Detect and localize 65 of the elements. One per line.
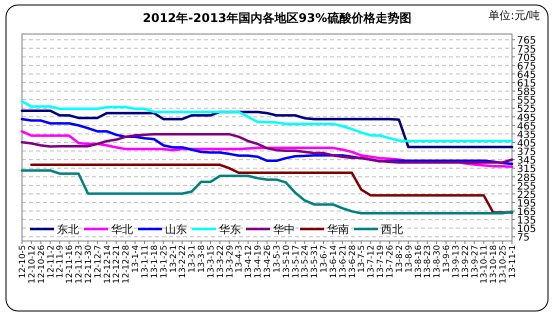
x-tick-label: 13-2-1	[168, 245, 179, 273]
x-tick-label: 13-7-26	[386, 245, 396, 278]
x-tick-label: 13-9-6	[442, 245, 452, 273]
x-tick-label: 12-11-9	[56, 245, 66, 278]
x-tick-label: 13-7-5	[357, 245, 368, 273]
x-tick-label: 12-12-28	[122, 245, 132, 284]
x-tick-label: 12-10-26	[36, 245, 47, 284]
x-tick-label: 13-6-28	[348, 245, 358, 278]
line-series	[20, 100, 514, 142]
legend-label: 华北	[111, 223, 133, 236]
x-tick-label: 12-11-30	[84, 245, 94, 284]
x-tick-label: 13-4-12	[244, 245, 254, 278]
x-tick-label: 13-2-22	[178, 245, 188, 278]
x-tick-label: 12-11-2	[46, 245, 56, 278]
x-tick-label: 12-12-7	[93, 245, 104, 278]
legend-label: 华南	[327, 223, 349, 236]
line-series	[20, 110, 514, 148]
x-tick-label: 13-5-10	[282, 245, 292, 278]
x-tick-label: 12-12-14	[102, 245, 113, 284]
x-tick-label: 13-8-23	[423, 245, 434, 278]
x-tick-label: 13-9-22	[460, 245, 471, 278]
x-tick-label: 13-3-15	[206, 245, 216, 278]
legend-label: 华东	[219, 223, 241, 236]
x-tick-label: 13-10-25	[498, 245, 509, 284]
x-tick-label: 13-4-26	[263, 245, 273, 278]
x-tick-label: 13-7-12	[366, 245, 377, 278]
x-tick-label: 13-1-4	[131, 245, 142, 273]
x-tick-label: 13-5-17	[291, 245, 302, 278]
x-tick-label: 13-5-24	[300, 245, 311, 278]
x-tick-label: 12-10-5	[18, 245, 28, 278]
legend-label: 东北	[57, 223, 79, 236]
x-tick-label: 13-3-22	[216, 245, 226, 278]
chart-title: 2012年-2013年国内各地区93%硫酸价格走势图	[142, 11, 412, 25]
x-tick-label: 13-6-14	[328, 245, 339, 278]
legend-label: 西北	[381, 223, 403, 236]
x-tick-label: 13-4-3	[234, 245, 245, 273]
text: 单位:元/吨	[488, 9, 540, 22]
x-tick-label: 13-5-31	[310, 245, 320, 278]
x-tick-label: 13-10-11	[480, 245, 490, 284]
x-tick-label: 13-1-18	[150, 245, 160, 278]
x-tick-label: 13-1-11	[140, 245, 150, 278]
x-tick-label: 12-12-21	[112, 245, 122, 284]
x-tick-label: 13-9-13	[451, 245, 462, 278]
x-tick-label: 13-1-25	[159, 245, 170, 278]
x-tick-label: 13-8-2	[394, 245, 405, 273]
x-tick-label: 13-7-19	[376, 245, 386, 278]
x-tick-label: 13-11-1	[508, 245, 518, 278]
x-tick-label: 13-9-27	[470, 245, 480, 278]
x-tick-label: 13-6-7	[320, 245, 330, 273]
x-tick-label: 12-11-23	[74, 245, 85, 284]
x-tick-label: 12-11-16	[65, 245, 76, 284]
x-tick-label: 13-4-19	[254, 245, 264, 278]
x-tick-label: 13-3-8	[197, 245, 208, 273]
x-tick-label: 13-3-29	[225, 245, 236, 278]
legend-label: 山东	[165, 223, 187, 236]
x-tick-label: 13-10-18	[489, 245, 500, 284]
x-tick-label: 13-8-9	[404, 245, 414, 273]
x-tick-label: 12-10-12	[27, 245, 38, 284]
x-tick-label: 13-8-16	[414, 245, 424, 278]
x-tick-label: 13-8-30	[432, 245, 443, 278]
x-tick-label: 13-6-21	[338, 245, 348, 278]
x-tick-label: 13-3-1	[188, 245, 198, 273]
y-tick-label: 75	[517, 232, 530, 244]
x-tick-label: 13-5-3	[272, 245, 282, 273]
legend-label: 华中	[273, 223, 295, 236]
